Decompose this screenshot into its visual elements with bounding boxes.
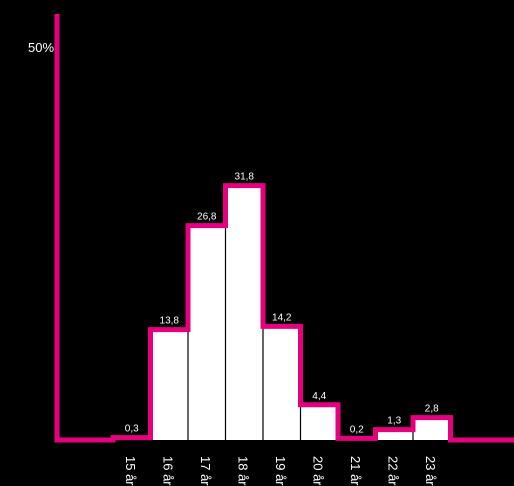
value-label-7: 1,3 [387, 416, 401, 427]
value-label-3: 31,8 [235, 172, 255, 183]
value-label-4: 14,2 [272, 312, 292, 323]
bar-7 [375, 429, 413, 440]
y-axis-max-label: 50% [28, 40, 54, 55]
bar-1 [150, 329, 188, 440]
bar-4 [263, 326, 301, 440]
x-tick-label-1: 16 år [160, 456, 175, 486]
x-tick-label-3: 18 år [235, 456, 250, 486]
x-tick-label-5: 20 år [310, 456, 325, 486]
value-label-0: 0,3 [125, 424, 139, 435]
bars-group [113, 185, 451, 440]
x-tick-label-6: 21 år [348, 456, 363, 486]
bar-2 [188, 225, 226, 440]
value-label-5: 4,4 [312, 391, 326, 402]
x-tick-label-0: 15 år [123, 456, 138, 486]
value-label-8: 2,8 [425, 404, 439, 415]
bar-3 [225, 185, 263, 440]
bar-8 [413, 417, 451, 440]
bar-5 [300, 404, 338, 440]
distribution-outline [54, 14, 514, 443]
value-labels: 0,3 13,8 26,8 31,8 14,2 4,4 0,2 1,3 2,8 [125, 172, 439, 436]
x-tick-label-4: 19 år [273, 456, 288, 486]
x-tick-labels: 15 år 16 år 17 år 18 år 19 år 20 år 21 år 22 år… [123, 456, 438, 486]
value-label-1: 13,8 [160, 316, 180, 327]
x-tick-label-8: 23 år [423, 456, 438, 486]
value-label-6: 0,2 [350, 424, 364, 435]
value-label-2: 26,8 [197, 212, 217, 223]
x-tick-label-2: 17 år [198, 456, 213, 486]
x-tick-label-7: 22 år [385, 456, 400, 486]
